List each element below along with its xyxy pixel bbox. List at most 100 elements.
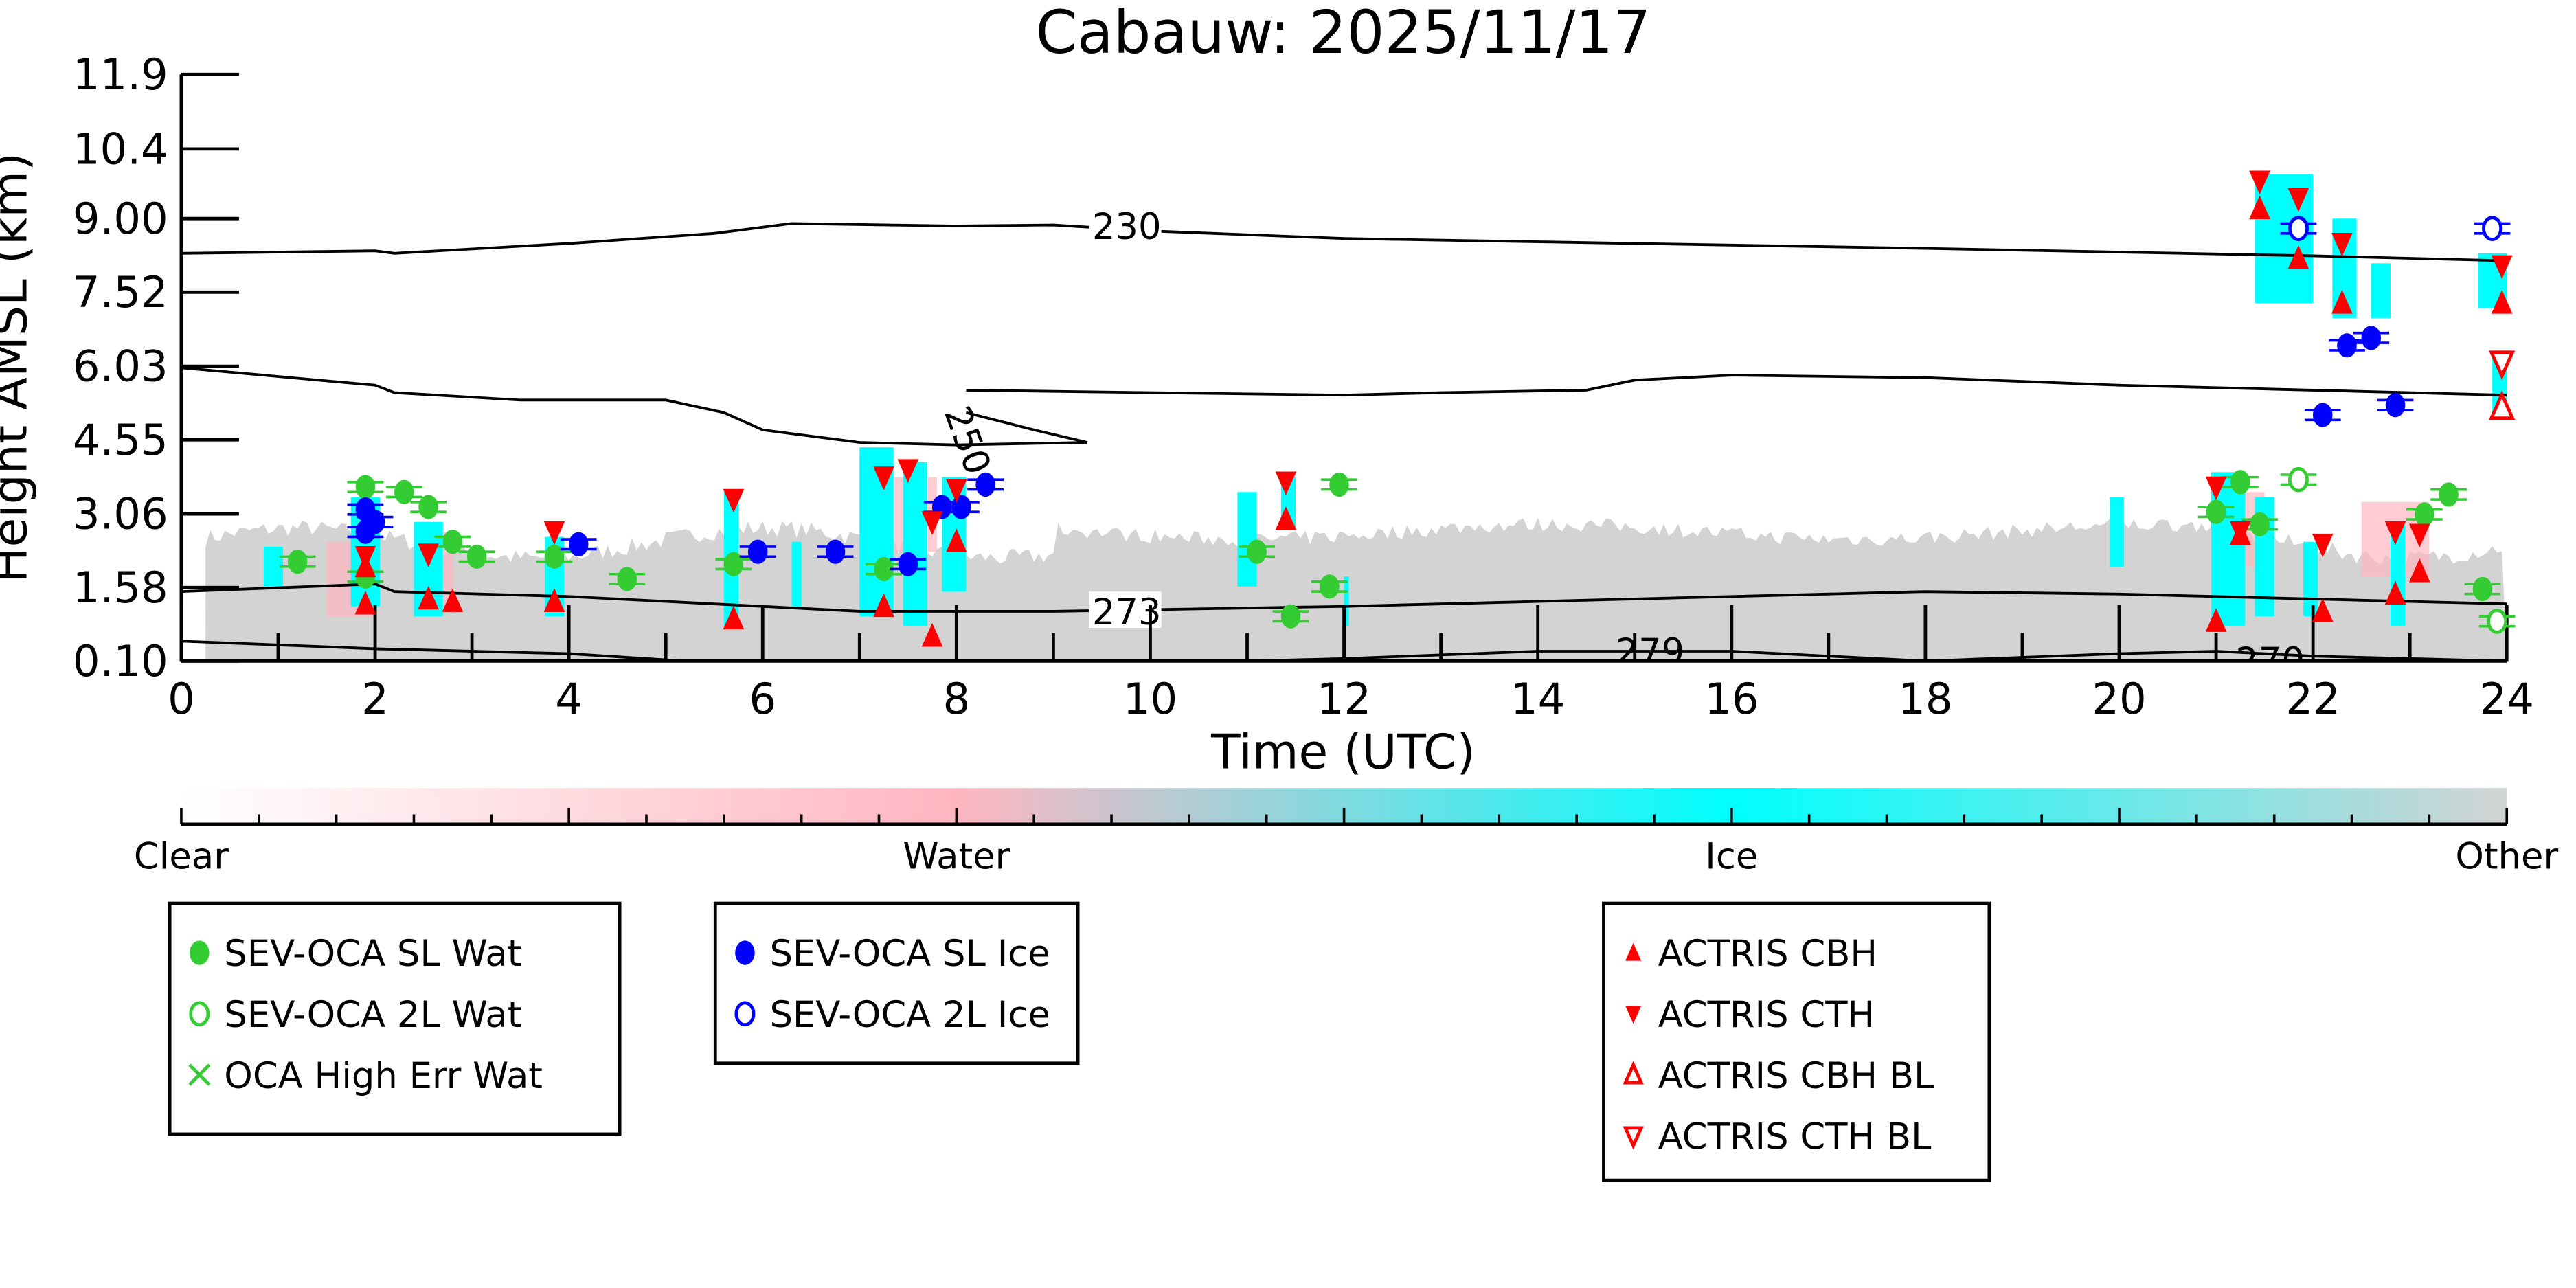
marker-triangle-up <box>2287 245 2309 269</box>
legend-item: SEV-OCA SL Ice <box>735 933 1050 975</box>
marker-filled-circle <box>874 556 894 582</box>
marker-triangle-up <box>442 588 464 612</box>
marker-triangle-down <box>873 466 894 490</box>
marker-filled-circle <box>466 544 487 569</box>
x-tick-label: 8 <box>943 674 971 724</box>
marker-filled-circle <box>394 479 414 504</box>
series-actris-cbh-bl <box>2489 390 2516 420</box>
marker-triangle-down <box>2287 188 2309 212</box>
series-sev-oca-sl-wat <box>279 470 2501 629</box>
marker-open-circle <box>2487 609 2508 634</box>
contour-line <box>966 374 2507 397</box>
legends: SEV-OCA SL Wat SEV-OCA 2L Wat OCA High Err… <box>168 901 1991 1182</box>
colorbar: Clear Water Ice Other <box>134 788 2558 878</box>
y-tick-label: 11.9 <box>73 49 168 100</box>
marker-triangle-down <box>418 543 439 567</box>
legend-box-1: SEV-OCA SL Wat SEV-OCA 2L Wat OCA High Err… <box>168 901 622 1136</box>
contour-line <box>181 222 2507 262</box>
marker-filled-circle <box>1320 574 1340 599</box>
marker-triangle-down <box>2312 533 2334 558</box>
marker-filled-circle <box>2472 576 2493 602</box>
markers <box>279 170 2516 647</box>
marker-filled-circle <box>418 495 438 519</box>
legend-item: OCA High Err Wat <box>188 1055 543 1097</box>
y-axis-label: Height AMSL (km) <box>0 152 38 583</box>
marker-triangle-up <box>2312 598 2334 622</box>
legend-item: ACTRIS CBH BL <box>1623 1055 1934 1097</box>
y-tick-label: 7.52 <box>73 267 168 317</box>
marker-x <box>188 1063 211 1086</box>
legend-item: ACTRIS CTH BL <box>1623 1116 1932 1158</box>
ice-region <box>791 541 802 607</box>
marker-triangle-up <box>2384 580 2406 605</box>
marker-filled-circle <box>2230 470 2250 495</box>
marker-triangle-down <box>921 511 943 535</box>
marker-triangle-down <box>2205 476 2227 501</box>
chart-title: Cabauw: 2025/11/17 <box>1035 0 1651 67</box>
legend-label: ACTRIS CTH BL <box>1658 1116 1932 1158</box>
x-axis-label: Time (UTC) <box>1210 724 1476 780</box>
x-tick-label: 16 <box>1704 674 1759 724</box>
marker-filled-circle <box>617 567 637 591</box>
marker-filled-circle <box>723 552 744 576</box>
ice-region <box>2371 263 2391 318</box>
series-sev-oca-2l-ice <box>2280 216 2511 242</box>
marker-triangle-down <box>2249 170 2270 195</box>
marker-filled-circle <box>568 532 589 556</box>
marker-triangle-down <box>897 459 919 483</box>
contour-label: 279 <box>1616 631 1685 673</box>
legend-item: ACTRIS CBH <box>1625 933 1877 975</box>
marker-triangle-up <box>1625 942 1642 961</box>
legend-label: SEV-OCA 2L Ice <box>769 994 1050 1036</box>
marker-filled-circle <box>355 475 376 499</box>
contour-line <box>181 366 1088 447</box>
y-tick-label: 0.10 <box>73 636 168 686</box>
marker-open-circle <box>2287 466 2309 493</box>
marker-triangle-up <box>543 588 565 612</box>
marker-filled-circle <box>1280 604 1301 629</box>
y-tick-label: 1.58 <box>73 563 168 613</box>
series-actris-cth-bl <box>2489 350 2516 381</box>
marker-filled-circle <box>365 510 385 534</box>
legend-item: SEV-OCA SL Wat <box>190 933 521 975</box>
x-tick-label: 4 <box>555 674 583 724</box>
colorbar-label: Ice <box>1705 836 1758 878</box>
contour-label: 270 <box>2235 640 2305 682</box>
marker-open-triangle-up <box>1623 1061 1644 1085</box>
colorbar-label: Clear <box>134 836 229 878</box>
y-tick-label: 9.00 <box>73 194 168 244</box>
marker-filled-circle <box>735 940 755 965</box>
marker-filled-circle <box>2439 482 2459 507</box>
legend-label: SEV-OCA SL Ice <box>769 933 1050 975</box>
marker-triangle-up <box>2205 608 2227 632</box>
marker-triangle-up <box>723 605 745 630</box>
marker-triangle-up <box>1275 506 1297 530</box>
marker-filled-circle <box>2337 333 2357 358</box>
legend-frame <box>713 901 1080 1065</box>
contour-label: 230 <box>1092 206 1162 248</box>
marker-open-circle <box>2287 216 2309 242</box>
marker-triangle-up <box>945 528 967 553</box>
marker-open-triangle-up <box>2489 390 2516 420</box>
marker-triangle-down <box>945 479 967 503</box>
marker-filled-circle <box>951 495 971 519</box>
marker-filled-circle <box>2250 512 2270 536</box>
y-tick-label: 6.03 <box>73 341 168 392</box>
x-tick-label: 18 <box>1898 674 1952 724</box>
marker-open-circle <box>734 1001 756 1027</box>
contour-label: 250 <box>936 400 999 480</box>
marker-triangle-down <box>1625 1006 1642 1024</box>
legend-label: ACTRIS CBH <box>1658 933 1877 975</box>
legend-item: SEV-OCA 2L Ice <box>734 994 1050 1036</box>
marker-filled-circle <box>2206 499 2226 524</box>
ice-region <box>2109 497 2125 567</box>
marker-triangle-down <box>354 546 376 570</box>
marker-triangle-down <box>1275 471 1297 496</box>
x-tick-label: 24 <box>2480 674 2534 724</box>
legend-frame <box>1602 901 1991 1182</box>
series-actris-cth <box>354 170 2513 570</box>
ice-region <box>1237 492 1257 587</box>
y-tick-label: 10.4 <box>73 124 168 174</box>
